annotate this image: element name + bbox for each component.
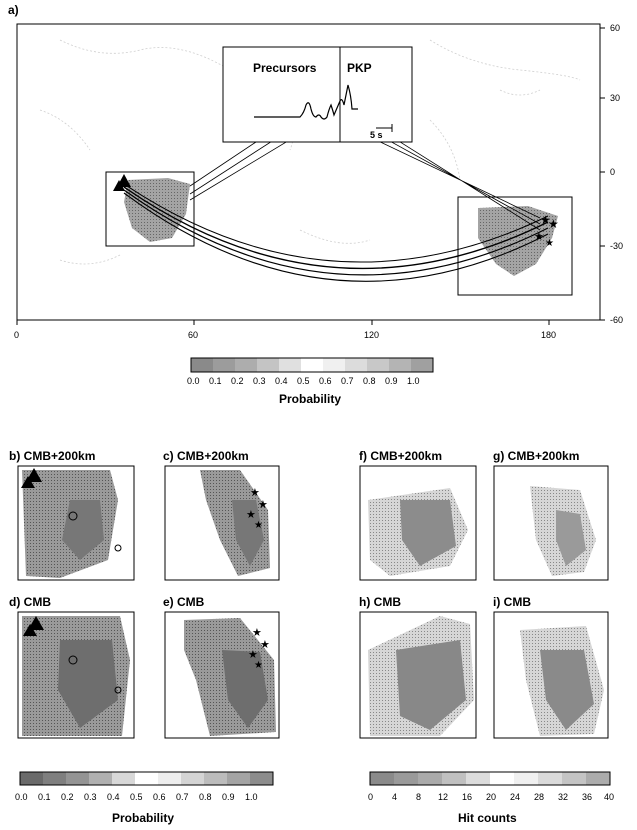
cb2-tick: 0.6 xyxy=(153,792,166,802)
inset-precursors-label: Precursors xyxy=(253,61,317,75)
svg-text:★: ★ xyxy=(540,213,551,227)
cb3-tick: 28 xyxy=(534,792,544,802)
svg-text:★: ★ xyxy=(252,627,262,639)
cb3-tick: 24 xyxy=(510,792,520,802)
x-tick-60: 60 xyxy=(188,330,198,340)
panel-c-label: c) CMB+200km xyxy=(163,449,249,463)
cb3-tick: 4 xyxy=(392,792,397,802)
cb2-label: Probability xyxy=(112,811,174,825)
y-tick-60: 60 xyxy=(610,23,620,33)
cb1-tick: 0.4 xyxy=(275,376,288,386)
cb2-tick: 0.4 xyxy=(107,792,120,802)
y-tick-minus60: -60 xyxy=(610,315,623,325)
colorbar-probability-top xyxy=(190,357,434,373)
cb2-tick: 1.0 xyxy=(245,792,258,802)
svg-text:★: ★ xyxy=(258,499,268,511)
cb2-tick: 0.0 xyxy=(15,792,28,802)
x-tick-120: 120 xyxy=(364,330,379,340)
cb3-label: Hit counts xyxy=(458,811,517,825)
x-tick-0: 0 xyxy=(14,330,19,340)
cb1-tick: 0.1 xyxy=(209,376,222,386)
cb2-tick: 0.7 xyxy=(176,792,189,802)
panel-b-map xyxy=(17,465,135,581)
svg-text:★: ★ xyxy=(248,649,258,661)
svg-text:★: ★ xyxy=(254,520,263,531)
svg-text:★: ★ xyxy=(534,231,544,243)
cb1-tick: 0.9 xyxy=(385,376,398,386)
inset-pkp-label: PKP xyxy=(347,61,372,75)
cb1-tick: 0.0 xyxy=(187,376,200,386)
panel-e-label: e) CMB xyxy=(163,595,205,609)
cb3-tick: 0 xyxy=(368,792,373,802)
panel-e-map: ★ ★ ★ ★ xyxy=(164,611,280,739)
y-tick-0: 0 xyxy=(610,167,615,177)
colorbar-hitcounts xyxy=(369,771,611,786)
panel-c-map: ★ ★ ★ ★ xyxy=(164,465,280,581)
cb2-tick: 0.3 xyxy=(84,792,97,802)
panel-a-x-tickmarks xyxy=(16,320,550,325)
cb1-tick: 0.6 xyxy=(319,376,332,386)
cb2-tick: 0.1 xyxy=(38,792,51,802)
cb1-tick: 1.0 xyxy=(407,376,420,386)
panel-a-label: a) xyxy=(8,3,19,17)
panel-h-map xyxy=(359,611,477,739)
svg-text:★: ★ xyxy=(548,217,559,231)
cb3-tick: 36 xyxy=(582,792,592,802)
cb1-tick: 0.8 xyxy=(363,376,376,386)
cb2-tick: 0.8 xyxy=(199,792,212,802)
panel-a-y-ticks xyxy=(600,27,605,321)
panel-d-label: d) CMB xyxy=(9,595,51,609)
panel-g-map xyxy=(493,465,609,581)
panel-b-label: b) CMB+200km xyxy=(9,449,95,463)
panel-f-label: f) CMB+200km xyxy=(359,449,442,463)
svg-text:★: ★ xyxy=(246,509,256,521)
y-tick-30: 30 xyxy=(610,93,620,103)
waveform-inset xyxy=(222,46,413,143)
cb1-tick: 0.7 xyxy=(341,376,354,386)
svg-text:★: ★ xyxy=(250,487,260,499)
panel-h-label: h) CMB xyxy=(359,595,401,609)
cb3-tick: 40 xyxy=(604,792,614,802)
svg-text:★: ★ xyxy=(545,238,554,249)
cb1-tick: 0.5 xyxy=(297,376,310,386)
panel-g-label: g) CMB+200km xyxy=(493,449,579,463)
inset-scale-label: 5 s xyxy=(370,130,383,140)
cb2-tick: 0.9 xyxy=(222,792,235,802)
cb3-tick: 12 xyxy=(438,792,448,802)
x-tick-180: 180 xyxy=(541,330,556,340)
cb1-tick: 0.2 xyxy=(231,376,244,386)
colorbar-probability-bottom xyxy=(19,771,274,786)
cb3-tick: 16 xyxy=(462,792,472,802)
cb3-tick: 8 xyxy=(416,792,421,802)
svg-text:★: ★ xyxy=(260,639,270,651)
panel-a-map: ★ ★ ★ ★ xyxy=(16,23,601,321)
panel-f-map xyxy=(359,465,477,581)
cb3-tick: 20 xyxy=(486,792,496,802)
cb1-label: Probability xyxy=(279,392,341,406)
cb2-tick: 0.2 xyxy=(61,792,74,802)
svg-text:★: ★ xyxy=(254,660,263,671)
cb3-tick: 32 xyxy=(558,792,568,802)
cb1-tick: 0.3 xyxy=(253,376,266,386)
panel-d-map xyxy=(17,611,135,739)
panel-i-map xyxy=(493,611,609,739)
y-tick-minus30: -30 xyxy=(610,241,623,251)
cb2-tick: 0.5 xyxy=(130,792,143,802)
panel-i-label: i) CMB xyxy=(493,595,531,609)
